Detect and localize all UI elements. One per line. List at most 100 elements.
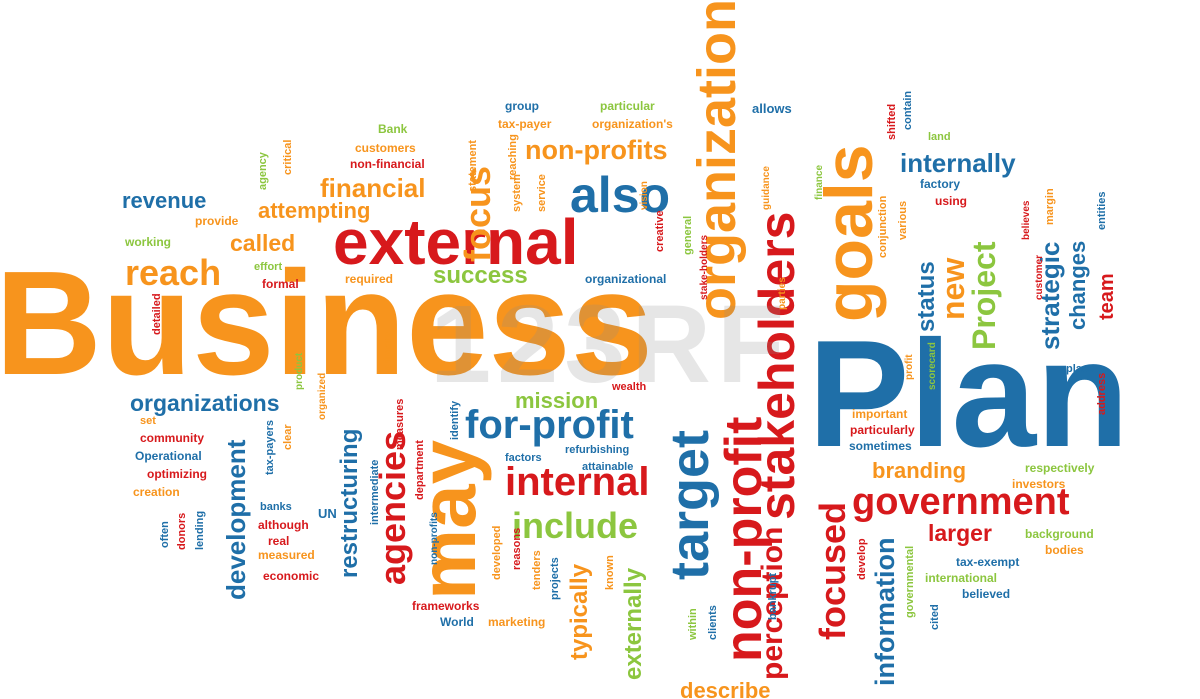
word-cloud-word: organizational bbox=[585, 272, 667, 286]
word-cloud-word: called bbox=[230, 230, 296, 256]
word-cloud-word: shifted bbox=[886, 103, 898, 140]
word-cloud-word: factory bbox=[920, 177, 961, 191]
word-cloud-word: department bbox=[414, 440, 426, 500]
word-cloud-word: sometimes bbox=[849, 439, 912, 453]
word-cloud-word: bodies bbox=[1045, 543, 1084, 557]
word-cloud-word: team bbox=[1096, 273, 1118, 320]
word-cloud-word: optimizing bbox=[147, 467, 207, 481]
word-cloud-word: critical bbox=[282, 139, 294, 175]
word-cloud-word: tax-payers bbox=[264, 419, 276, 475]
word-cloud-word: primary bbox=[382, 331, 394, 372]
word-cloud-word: general bbox=[682, 215, 694, 255]
word-cloud-word: scorecard bbox=[927, 342, 938, 390]
word-cloud-word: goals bbox=[811, 144, 887, 322]
word-cloud-word: tax-payer bbox=[498, 117, 552, 131]
word-cloud-word: describe bbox=[680, 678, 771, 699]
word-cloud-word: allows bbox=[752, 101, 792, 116]
word-cloud-word: target bbox=[660, 429, 720, 580]
word-cloud-word: often bbox=[159, 521, 171, 548]
word-cloud-word: projects bbox=[549, 557, 561, 600]
word-cloud-word: known bbox=[604, 555, 616, 590]
word-cloud-word: tax-exempt bbox=[956, 555, 1020, 569]
word-cloud-word: status bbox=[913, 261, 940, 332]
word-cloud-word: within bbox=[687, 608, 699, 640]
word-cloud-word: banks bbox=[260, 501, 292, 513]
word-cloud-word: lending bbox=[194, 510, 206, 550]
word-cloud-word: background bbox=[1025, 527, 1094, 541]
word-cloud-word: governmental bbox=[904, 545, 916, 618]
word-cloud-word: using bbox=[935, 194, 967, 208]
word-cloud-word: product bbox=[294, 352, 305, 390]
word-cloud-word: revenue bbox=[122, 188, 207, 213]
word-cloud-word: non-profits bbox=[525, 135, 668, 165]
word-cloud-word: land bbox=[928, 131, 951, 143]
word-cloud-word: required bbox=[345, 272, 394, 286]
word-cloud-word: organization's bbox=[592, 117, 673, 131]
word-cloud-word: wealth bbox=[612, 381, 647, 393]
word-cloud-word: marketing bbox=[488, 615, 546, 629]
word-cloud-word: finance bbox=[814, 164, 825, 200]
word-cloud-word: government bbox=[852, 481, 1070, 523]
word-cloud-word: community bbox=[140, 431, 205, 445]
word-cloud-word: reach bbox=[125, 252, 222, 293]
word-cloud-word: important bbox=[852, 407, 908, 421]
word-cloud-word: economic bbox=[263, 569, 320, 583]
word-cloud-word: customer bbox=[1034, 254, 1045, 300]
word-cloud-word: customers bbox=[355, 141, 416, 155]
word-cloud-word: service bbox=[536, 174, 548, 212]
word-cloud-word: vision bbox=[639, 181, 650, 210]
word-cloud-word: investors bbox=[1012, 477, 1066, 491]
word-cloud-word: factors bbox=[505, 452, 542, 464]
word-cloud-word: attempting bbox=[258, 198, 371, 223]
word-cloud-word: tenders bbox=[531, 550, 543, 590]
word-cloud-word: set bbox=[140, 415, 156, 427]
word-cloud-word: statement bbox=[467, 140, 479, 192]
word-cloud-word: creative bbox=[654, 210, 666, 252]
word-cloud-word: mission bbox=[515, 388, 599, 413]
word-cloud-word: Bank bbox=[378, 122, 408, 136]
word-cloud-word: particular bbox=[600, 99, 655, 113]
word-cloud-word: non-financial bbox=[350, 157, 425, 171]
word-cloud-word: margin bbox=[1044, 188, 1056, 225]
word-cloud-word: Project bbox=[966, 241, 1002, 350]
word-cloud-word: bankrupt bbox=[767, 572, 779, 620]
word-cloud-word: clients bbox=[707, 605, 719, 640]
word-cloud-word: internal bbox=[505, 460, 650, 504]
word-cloud-word: new bbox=[935, 257, 971, 320]
word-cloud-word: measured bbox=[258, 548, 315, 562]
watermark-text: 123RF bbox=[430, 283, 791, 406]
word-cloud-word: frameworks bbox=[412, 599, 480, 613]
word-cloud-word: cited bbox=[929, 604, 941, 630]
word-cloud-word: development bbox=[221, 439, 251, 600]
word-cloud-word: creation bbox=[133, 485, 180, 499]
word-cloud-word: contain bbox=[902, 90, 914, 130]
word-cloud-word: agency bbox=[257, 152, 269, 190]
word-cloud-word: externally bbox=[620, 567, 647, 680]
word-cloud-word: guidance bbox=[761, 166, 772, 210]
word-cloud-word: developed bbox=[491, 525, 503, 580]
word-cloud-word: Plan bbox=[808, 309, 1129, 479]
word-cloud-word: branding bbox=[872, 458, 967, 483]
word-cloud-word: UN bbox=[318, 506, 337, 521]
word-cloud-word: external bbox=[333, 206, 579, 278]
word-cloud-word: formal bbox=[262, 277, 299, 291]
word-cloud-word: larger bbox=[928, 520, 992, 546]
word-cloud-word: particularly bbox=[850, 423, 915, 437]
word-cloud-word: effort bbox=[254, 261, 283, 273]
word-cloud-word: financial bbox=[320, 173, 426, 203]
word-cloud-word: develop bbox=[856, 538, 868, 580]
word-cloud-word: various bbox=[897, 200, 909, 240]
word-cloud-word: for-profit bbox=[465, 403, 634, 447]
word-cloud-word: Operational bbox=[135, 449, 202, 463]
word-cloud-word: organizations bbox=[130, 390, 280, 416]
word-cloud-word: success bbox=[433, 262, 528, 289]
word-cloud-word: although bbox=[258, 518, 309, 532]
word-cloud-word: typically bbox=[566, 563, 593, 660]
word-cloud-word: profit bbox=[904, 354, 915, 380]
word-cloud-word: reasons bbox=[511, 527, 523, 570]
word-cloud-word: believes bbox=[1021, 200, 1032, 240]
word-cloud-word: provide bbox=[195, 214, 239, 228]
word-cloud-word: identify bbox=[449, 400, 461, 440]
word-cloud-word: believed bbox=[962, 587, 1011, 601]
word-cloud-word: international bbox=[925, 571, 998, 585]
